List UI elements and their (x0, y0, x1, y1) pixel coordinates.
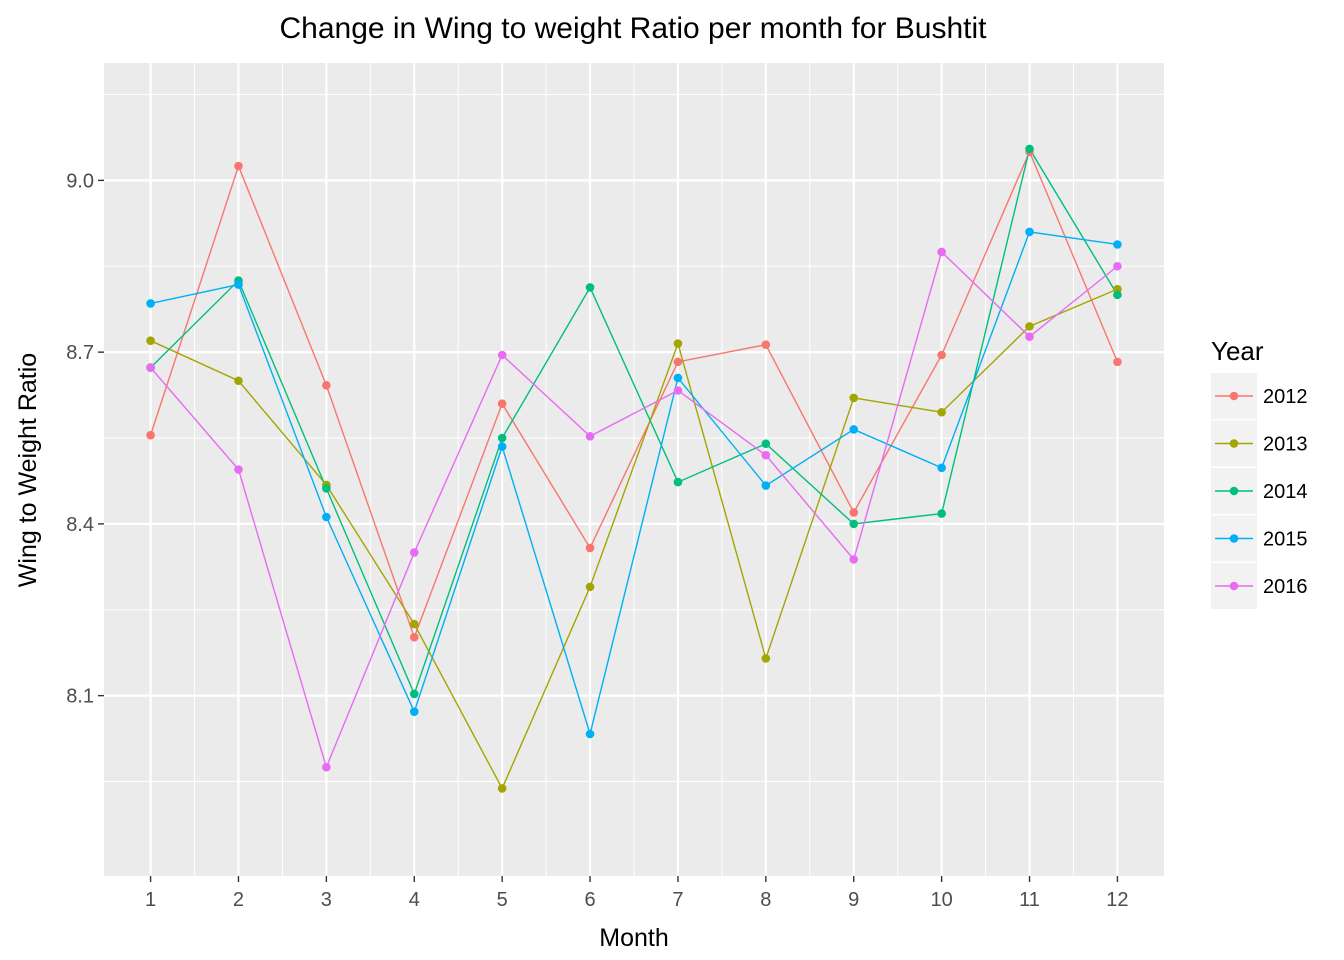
data-point-2013 (234, 376, 243, 386)
data-point-2016 (673, 386, 683, 395)
data-point-2015 (146, 299, 155, 308)
data-point-2015 (497, 442, 507, 451)
x-tick-label: 8 (760, 889, 771, 911)
data-point-2012 (234, 161, 243, 171)
data-point-2015 (322, 512, 331, 522)
legend-key-point (1229, 391, 1239, 401)
data-point-2015 (234, 280, 243, 289)
data-point-2015 (937, 463, 946, 473)
x-tick-label: 5 (497, 889, 508, 911)
x-tick-label: 3 (321, 889, 332, 911)
data-point-2012 (849, 508, 859, 517)
data-point-2014 (849, 519, 859, 529)
y-tick-label: 8.4 (66, 514, 94, 536)
data-point-2012 (497, 399, 507, 408)
legend-key-point (1229, 581, 1239, 591)
y-tick-label: 8.1 (66, 686, 94, 708)
x-axis: 1 2 3 4 5 6 7 8 9 10 11 12 (145, 876, 1129, 911)
legend-label-2015: 2015 (1263, 529, 1308, 551)
x-tick-label: 1 (145, 889, 156, 911)
series-line-2013 (150, 288, 1118, 791)
legend-label-2012: 2012 (1263, 386, 1308, 408)
series-points (146, 144, 1122, 793)
legend-label-2013: 2013 (1263, 434, 1308, 456)
data-point-2015 (673, 373, 683, 383)
series-line-2015 (150, 231, 1118, 737)
data-point-2015 (761, 481, 771, 490)
data-point-2016 (761, 450, 771, 460)
data-point-2014 (497, 433, 507, 443)
data-point-2015 (585, 729, 595, 739)
y-tick-label: 9.0 (66, 170, 94, 192)
x-tick-label: 12 (1106, 889, 1128, 911)
data-point-2014 (937, 509, 946, 518)
data-point-2016 (937, 247, 946, 257)
x-tick-label: 6 (584, 889, 595, 911)
data-point-2015 (1113, 240, 1122, 249)
data-point-2013 (1025, 322, 1034, 331)
data-point-2013 (497, 784, 507, 793)
data-point-2014 (1113, 290, 1122, 300)
data-point-2012 (146, 430, 155, 440)
data-point-2014 (585, 283, 595, 292)
data-point-2012 (1113, 357, 1122, 367)
data-point-2013 (585, 582, 595, 592)
x-tick-label: 2 (233, 889, 244, 911)
x-tick-label: 9 (848, 889, 859, 911)
x-tick-label: 7 (672, 889, 683, 911)
data-point-2013 (146, 336, 155, 345)
data-point-2015 (409, 707, 419, 716)
data-point-2014 (673, 477, 683, 487)
data-point-2012 (322, 381, 331, 390)
data-point-2016 (146, 363, 155, 372)
data-point-2012 (761, 340, 771, 349)
chart-title: Change in Wing to weight Ratio per month… (279, 12, 987, 45)
data-point-2013 (673, 339, 683, 348)
minor-gridlines (104, 63, 1164, 876)
data-point-2015 (1025, 227, 1034, 237)
legend-key-point (1229, 486, 1239, 496)
series-line-2016 (150, 250, 1118, 770)
data-point-2013 (409, 619, 419, 629)
y-axis: 8.1 8.4 8.7 9.0 (66, 170, 104, 708)
legend-key-point (1229, 534, 1239, 543)
series-line-2012 (149, 149, 1119, 640)
data-point-2014 (409, 689, 419, 699)
series-line-2014 (150, 147, 1119, 696)
data-point-2016 (497, 350, 507, 360)
data-point-2016 (1113, 261, 1122, 271)
data-point-2016 (849, 555, 859, 564)
data-point-2016 (409, 548, 419, 557)
y-axis-title: Wing to Weight Ratio (14, 353, 42, 587)
data-point-2012 (937, 350, 946, 360)
y-tick-label: 8.7 (66, 342, 94, 364)
x-tick-label: 10 (931, 889, 953, 911)
data-point-2016 (1025, 332, 1034, 341)
data-point-2013 (761, 654, 771, 663)
x-axis-title: Month (599, 924, 668, 952)
legend-label-2014: 2014 (1263, 481, 1308, 503)
data-point-2013 (937, 407, 946, 417)
data-point-2014 (1025, 144, 1034, 154)
data-point-2015 (849, 425, 859, 434)
legend-key-point (1229, 439, 1239, 448)
data-point-2012 (673, 357, 683, 367)
series-lines (149, 147, 1119, 791)
data-point-2014 (322, 484, 331, 493)
data-point-2012 (585, 543, 595, 553)
data-point-2012 (409, 632, 419, 642)
legend: 2012 2013 2014 2015 2016 (1211, 373, 1308, 609)
legend-title: Year (1211, 336, 1264, 366)
data-point-2013 (849, 393, 859, 403)
data-point-2014 (761, 439, 771, 449)
data-point-2016 (234, 465, 243, 474)
x-tick-label: 11 (1019, 889, 1040, 911)
x-tick-label: 4 (409, 889, 420, 911)
data-point-2016 (585, 431, 595, 441)
data-point-2016 (322, 762, 331, 772)
legend-label-2016: 2016 (1263, 576, 1308, 598)
major-gridlines (104, 63, 1164, 876)
